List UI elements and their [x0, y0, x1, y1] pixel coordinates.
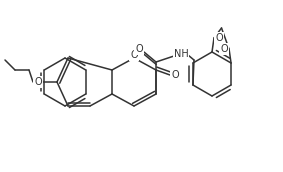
Text: O: O	[135, 44, 143, 54]
Text: O: O	[215, 33, 223, 43]
Text: NH: NH	[174, 49, 188, 59]
Text: O: O	[171, 70, 179, 80]
Text: O: O	[34, 77, 42, 87]
Text: O: O	[130, 50, 138, 60]
Text: O: O	[220, 44, 228, 54]
